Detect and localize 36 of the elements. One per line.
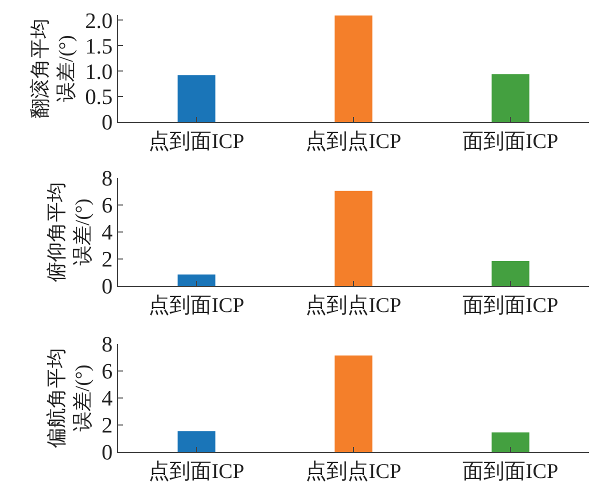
x-tick-label: 点到点ICP: [306, 129, 402, 154]
y-tick-label: 1.5: [85, 33, 113, 58]
y-tick-label: 6: [102, 192, 113, 218]
bar: [334, 355, 372, 452]
x-tick-label: 点到面ICP: [148, 459, 244, 484]
y-axis-title: 偏航角平均误差/(°): [46, 348, 94, 448]
y-tick-label: 1.0: [85, 58, 113, 84]
bar: [334, 190, 372, 286]
y-tick-label: 4: [102, 386, 113, 411]
y-tick-label: 0: [102, 440, 113, 465]
y-tick-label: 2: [102, 246, 113, 272]
bar: [492, 74, 530, 122]
y-tick-label: 2.0: [85, 8, 113, 33]
y-tick-label: 0.5: [85, 84, 113, 110]
bar: [492, 261, 530, 286]
y-tick-label: 4: [102, 220, 113, 245]
bar: [178, 75, 216, 122]
x-tick-label: 点到点ICP: [306, 293, 402, 318]
bar: [178, 274, 216, 286]
y-tick-label: 2: [102, 412, 113, 438]
bar: [492, 432, 530, 452]
y-tick-label: 0: [102, 110, 113, 135]
y-tick-label: 8: [102, 166, 113, 191]
y-tick-label: 0: [102, 274, 113, 299]
bar: [334, 16, 372, 122]
x-tick-label: 面到面ICP: [462, 129, 558, 154]
bar: [178, 431, 216, 452]
x-tick-label: 面到面ICP: [462, 293, 558, 318]
x-tick-label: 点到面ICP: [148, 293, 244, 318]
x-tick-label: 点到点ICP: [306, 459, 402, 484]
x-tick-label: 面到面ICP: [462, 459, 558, 484]
x-tick-label: 点到面ICP: [148, 129, 244, 154]
y-tick-label: 6: [102, 358, 113, 384]
y-axis-title: 俯仰角平均误差/(°): [46, 182, 94, 282]
y-tick-label: 8: [102, 332, 113, 357]
y-axis-title: 翻滚角平均误差/(°): [30, 18, 78, 118]
